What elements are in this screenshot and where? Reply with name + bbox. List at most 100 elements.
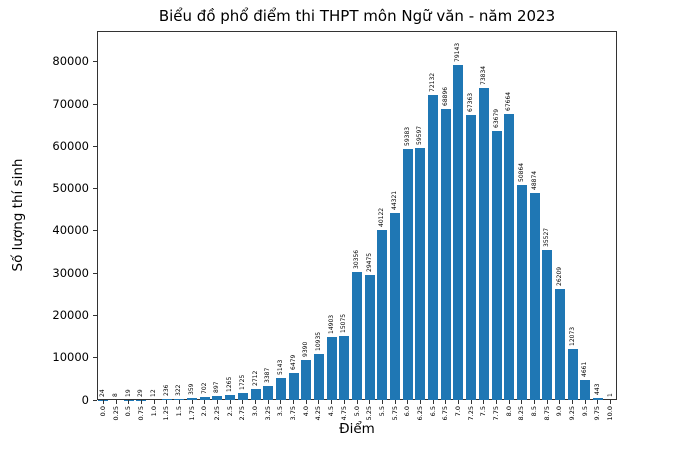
chart-title: Biểu đồ phổ điểm thi THPT môn Ngữ văn - … xyxy=(158,7,556,25)
x-tick xyxy=(483,400,485,404)
x-tick-label: 0.5 xyxy=(124,406,133,417)
y-tick-label: 30000 xyxy=(52,265,89,280)
x-tick-label: 2.75 xyxy=(238,406,247,421)
x-tick xyxy=(457,400,459,404)
x-tick xyxy=(128,400,130,404)
x-tick-label: 7.5 xyxy=(479,406,488,417)
x-tick-label: 5.25 xyxy=(365,406,374,421)
x-tick-label: 1.0 xyxy=(149,406,158,417)
x-tick-label: 3.25 xyxy=(263,406,272,421)
bar xyxy=(390,212,401,400)
x-tick-label: 4.75 xyxy=(339,406,348,421)
x-tick-label: 1.25 xyxy=(162,406,171,421)
bar-value-label: 1265 xyxy=(226,376,234,392)
bar-value-label: 322 xyxy=(175,384,183,396)
y-tick-label: 0 xyxy=(81,392,89,407)
bar xyxy=(187,398,198,400)
x-tick-label: 2.5 xyxy=(225,406,234,417)
bar-value-label: 40122 xyxy=(378,208,386,228)
x-tick-label: 9.25 xyxy=(568,406,577,421)
y-tick xyxy=(93,61,97,63)
x-tick-label: 8.5 xyxy=(530,406,539,417)
x-tick xyxy=(407,400,409,404)
x-tick-label: 3.75 xyxy=(289,406,298,421)
bar xyxy=(174,398,185,400)
bar xyxy=(313,353,324,400)
x-tick xyxy=(178,400,180,404)
bar-value-label: 72132 xyxy=(429,73,437,93)
bar-value-label: 10935 xyxy=(314,331,322,351)
x-tick xyxy=(305,400,307,404)
bar-value-label: 24 xyxy=(99,389,107,397)
x-tick-label: 0.0 xyxy=(98,406,107,417)
x-tick xyxy=(102,400,104,404)
x-tick xyxy=(318,400,320,404)
bar-value-label: 59383 xyxy=(403,126,411,146)
y-tick-label: 80000 xyxy=(52,54,89,69)
bar-value-label: 897 xyxy=(213,381,221,394)
x-tick-label: 0.75 xyxy=(136,406,145,421)
bar xyxy=(225,394,236,400)
x-tick-label: 1.75 xyxy=(187,406,196,421)
x-tick-label: 9.5 xyxy=(580,406,589,417)
x-tick-label: 9.75 xyxy=(593,406,602,421)
bar-value-label: 236 xyxy=(162,384,170,396)
x-tick xyxy=(496,400,497,404)
bar xyxy=(237,392,248,400)
bar-value-label: 1725 xyxy=(238,374,246,390)
x-tick xyxy=(534,400,536,404)
bar xyxy=(466,115,477,400)
y-tick xyxy=(93,272,97,274)
x-tick-label: 4.0 xyxy=(301,406,310,417)
x-tick xyxy=(369,400,371,404)
x-tick-label: 4.5 xyxy=(327,406,336,417)
x-tick xyxy=(559,400,561,404)
bar xyxy=(529,193,540,400)
bar xyxy=(352,271,362,400)
x-tick xyxy=(610,400,612,404)
bar xyxy=(453,65,464,400)
bar-value-label: 359 xyxy=(188,384,196,396)
y-tick xyxy=(93,103,97,105)
x-tick-label: 10.0 xyxy=(606,406,615,421)
x-tick xyxy=(470,400,472,404)
bar xyxy=(199,397,210,400)
bar xyxy=(326,337,337,400)
bar xyxy=(364,275,375,400)
x-tick-label: 5.75 xyxy=(390,406,399,421)
bar-value-label: 67363 xyxy=(467,93,475,113)
x-tick xyxy=(166,400,168,404)
y-tick xyxy=(93,145,97,147)
bar-value-label: 50864 xyxy=(517,162,525,182)
y-tick xyxy=(93,188,97,190)
x-tick xyxy=(381,400,383,404)
x-tick xyxy=(140,400,142,404)
y-tick xyxy=(93,314,97,316)
bar xyxy=(478,87,489,400)
x-tick-label: 6.75 xyxy=(441,406,450,421)
bar-value-label: 5143 xyxy=(276,359,284,376)
x-tick-label: 2.25 xyxy=(212,406,221,421)
x-tick xyxy=(584,400,586,404)
bar xyxy=(516,185,527,400)
bar xyxy=(212,396,223,400)
x-tick-label: 7.75 xyxy=(492,406,500,421)
x-tick xyxy=(115,400,117,404)
bar xyxy=(301,360,312,400)
x-tick-label: 5.0 xyxy=(352,406,361,417)
bar-value-label: 59597 xyxy=(416,126,424,146)
bar xyxy=(491,130,502,400)
x-tick xyxy=(331,400,333,404)
bar-value-label: 443 xyxy=(593,383,601,396)
y-tick-label: 20000 xyxy=(52,307,89,322)
x-tick xyxy=(394,400,396,404)
x-tick-label: 8.75 xyxy=(542,406,551,421)
x-axis-label: Điểm xyxy=(339,421,375,437)
bar-value-label: 12073 xyxy=(568,326,576,346)
bar-value-label: 3387 xyxy=(264,367,272,383)
bar-value-label: 12 xyxy=(150,389,158,397)
bar xyxy=(428,95,439,400)
y-tick-label: 70000 xyxy=(52,96,89,111)
bar xyxy=(554,289,565,400)
x-tick xyxy=(242,400,244,404)
